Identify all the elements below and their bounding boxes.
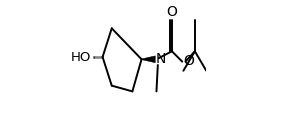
Text: HO: HO bbox=[71, 51, 91, 64]
Polygon shape bbox=[142, 56, 155, 63]
Text: O: O bbox=[167, 5, 177, 19]
Text: N: N bbox=[156, 52, 166, 66]
Text: O: O bbox=[183, 54, 194, 68]
